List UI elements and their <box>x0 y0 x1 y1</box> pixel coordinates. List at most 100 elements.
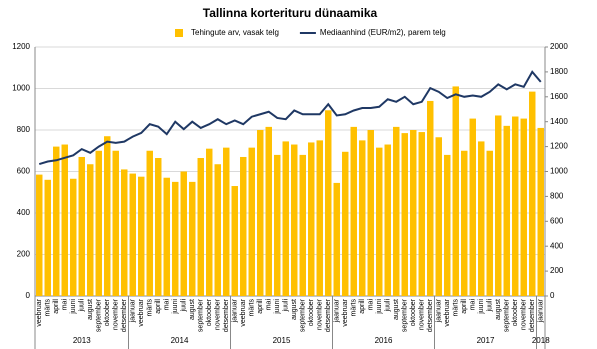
bar <box>418 132 425 296</box>
bar <box>231 186 238 296</box>
legend-swatch <box>175 29 183 37</box>
bar <box>70 178 77 296</box>
x-tick-label: aprill <box>155 299 162 314</box>
bar <box>240 156 247 296</box>
x-tick-label: november <box>215 298 222 330</box>
bar <box>61 144 68 296</box>
bar <box>163 177 170 296</box>
x-tick-label: oktoober <box>308 298 315 326</box>
bar <box>401 133 408 296</box>
x-tick-label: detsember <box>529 298 536 332</box>
x-tick-label: märts <box>453 299 460 317</box>
x-tick-label: veebruar <box>138 298 145 326</box>
bar <box>291 144 298 296</box>
x-tick-label: jaanuar <box>538 298 545 323</box>
x-tick-label: veebruar <box>444 298 451 326</box>
bar <box>427 100 434 296</box>
legend-label: Mediaanhind (EUR/m2), parem telg <box>320 28 446 37</box>
x-tick-label: veebruar <box>36 298 43 326</box>
bar <box>104 136 111 296</box>
bar <box>53 146 60 296</box>
bar <box>95 150 102 296</box>
x-tick-label: juuli <box>181 299 188 313</box>
group-label: 2018 <box>532 336 550 345</box>
bar <box>308 142 315 296</box>
x-tick-label: aprill <box>53 299 60 314</box>
bar <box>435 137 442 296</box>
x-tick-label: oktoober <box>410 298 417 326</box>
bar <box>112 150 119 296</box>
y-tick-label: 1200 <box>12 42 30 51</box>
bar <box>155 158 162 296</box>
x-tick-label: veebruar <box>240 298 247 326</box>
x-tick-label: jaanuar <box>232 298 239 323</box>
bar <box>325 110 332 296</box>
bar <box>393 126 400 296</box>
bar <box>189 181 196 296</box>
bar <box>486 150 493 296</box>
chart-title: Tallinna korterituru dünaamika <box>203 6 378 20</box>
bar <box>520 118 527 297</box>
x-tick-label: jaanuar <box>334 298 341 323</box>
x-tick-label: aprill <box>461 299 468 314</box>
bar <box>316 140 323 296</box>
x-tick-label: juuni <box>70 299 77 315</box>
bar <box>299 154 306 296</box>
x-tick-label: august <box>393 299 400 320</box>
bar <box>223 147 230 296</box>
bar <box>503 125 510 296</box>
bar <box>367 130 374 296</box>
x-tick-label: juuli <box>385 299 392 313</box>
x-tick-label: oktoober <box>104 298 111 326</box>
bar <box>512 116 519 296</box>
bar <box>452 86 459 296</box>
x-tick-label: juuni <box>478 299 485 315</box>
x-tick-label: märts <box>45 299 52 317</box>
group-label: 2013 <box>73 336 91 345</box>
y2-tick-label: 2000 <box>550 42 568 51</box>
bar <box>342 151 349 296</box>
y2-tick-label: 1600 <box>550 92 568 101</box>
bar <box>282 141 289 296</box>
y2-tick-label: 600 <box>550 216 564 225</box>
bar <box>129 173 136 296</box>
bar <box>469 118 476 297</box>
bar <box>214 164 221 296</box>
x-tick-label: detsember <box>223 298 230 332</box>
bar <box>206 148 213 296</box>
group-label: 2014 <box>171 336 189 345</box>
group-label: 2016 <box>375 336 393 345</box>
bar <box>78 156 85 296</box>
x-tick-label: november <box>521 298 528 330</box>
x-tick-label: august <box>291 299 298 320</box>
x-tick-label: juuni <box>274 299 281 315</box>
x-tick-label: mai <box>62 299 69 311</box>
bar <box>265 126 272 296</box>
bar <box>248 147 255 296</box>
x-tick-label: detsember <box>427 298 434 332</box>
bar <box>333 182 340 296</box>
x-tick-label: august <box>189 299 196 320</box>
y-tick-label: 0 <box>26 291 31 300</box>
x-tick-label: jaanuar <box>130 298 137 323</box>
x-tick-label: mai <box>164 299 171 311</box>
bar <box>146 150 153 296</box>
bar <box>410 130 417 296</box>
x-tick-label: oktoober <box>206 298 213 326</box>
y-tick-label: 800 <box>17 125 31 134</box>
x-tick-label: mai <box>368 299 375 311</box>
y2-tick-label: 800 <box>550 192 564 201</box>
y2-tick-label: 1200 <box>550 142 568 151</box>
legend-label: Tehingute arv, vasak telg <box>191 28 279 37</box>
x-tick-label: märts <box>249 299 256 317</box>
x-tick-label: juuni <box>172 299 179 315</box>
y2-tick-label: 200 <box>550 266 564 275</box>
bar <box>529 91 536 296</box>
x-tick-label: juuli <box>79 299 86 313</box>
x-tick-label: september <box>96 298 103 332</box>
x-tick-label: september <box>402 298 409 332</box>
x-tick-label: mai <box>470 299 477 311</box>
x-tick-label: august <box>87 299 94 320</box>
bar <box>461 150 468 296</box>
